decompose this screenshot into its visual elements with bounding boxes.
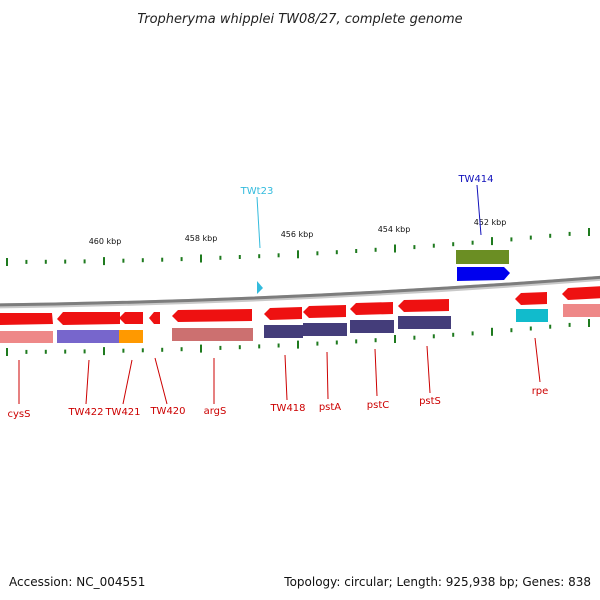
cds-TW421[interactable] bbox=[119, 330, 143, 343]
cds-pstA[interactable] bbox=[303, 323, 347, 336]
gene-pstC[interactable] bbox=[350, 302, 393, 315]
genome-summary-text: Topology: circular; Length: 925,938 bp; … bbox=[283, 575, 591, 589]
cds-pstC[interactable] bbox=[350, 320, 394, 333]
label-pstA[interactable]: pstA bbox=[319, 402, 341, 413]
gene-TW418[interactable] bbox=[264, 307, 302, 320]
cds-TW422[interactable] bbox=[57, 330, 119, 343]
gene-argS[interactable] bbox=[172, 309, 252, 322]
map-title: Tropheryma whipplei TW08/27, complete ge… bbox=[137, 12, 462, 27]
trna-TWt23[interactable] bbox=[257, 281, 263, 294]
scale-label-454: 454 kbp bbox=[378, 225, 411, 234]
label-rpe[interactable]: rpe bbox=[532, 386, 549, 397]
cds-partial[interactable] bbox=[563, 304, 600, 317]
tick-marks bbox=[6, 228, 590, 356]
scale-label-456: 456 kbp bbox=[281, 230, 314, 239]
scale-labels: 460 kbp 458 kbp 456 kbp 454 kbp 452 kbp bbox=[89, 218, 507, 246]
genome-backbone bbox=[0, 275, 600, 309]
cds-cysS[interactable] bbox=[0, 331, 53, 343]
label-leaders bbox=[18, 184, 541, 405]
scale-label-460: 460 kbp bbox=[89, 237, 122, 246]
forward-features bbox=[257, 250, 510, 294]
label-TW418[interactable]: TW418 bbox=[269, 403, 305, 414]
accession-text: Accession: NC_004551 bbox=[9, 575, 145, 589]
gene-partial[interactable] bbox=[562, 286, 600, 300]
label-TW422[interactable]: TW422 bbox=[67, 407, 103, 418]
label-argS[interactable]: argS bbox=[204, 406, 227, 417]
label-pstS[interactable]: pstS bbox=[419, 396, 441, 407]
scale-label-458: 458 kbp bbox=[185, 234, 218, 243]
label-cysS[interactable]: cysS bbox=[8, 409, 31, 420]
label-TWt23[interactable]: TWt23 bbox=[240, 186, 274, 197]
gene-TW414[interactable] bbox=[456, 250, 509, 264]
cds-TW414[interactable] bbox=[457, 267, 510, 281]
gene-cysS[interactable] bbox=[0, 313, 53, 325]
gene-TW421[interactable] bbox=[119, 312, 143, 324]
label-TW420[interactable]: TW420 bbox=[149, 406, 185, 417]
gene-pstA[interactable] bbox=[303, 305, 346, 318]
gene-TW422[interactable] bbox=[57, 312, 120, 325]
cds-TW418[interactable] bbox=[264, 325, 303, 338]
cds-rpe[interactable] bbox=[516, 309, 548, 322]
gene-rpe[interactable] bbox=[515, 292, 547, 305]
gene-TW420[interactable] bbox=[149, 312, 160, 324]
label-TW421[interactable]: TW421 bbox=[104, 407, 140, 418]
label-TW414[interactable]: TW414 bbox=[457, 174, 493, 185]
cds-pstS[interactable] bbox=[398, 316, 451, 329]
cds-argS[interactable] bbox=[172, 328, 253, 341]
gene-labels: cysS TW422 TW421 TW420 argS TW418 pstA p… bbox=[8, 174, 549, 420]
scale-label-452: 452 kbp bbox=[474, 218, 507, 227]
gene-pstS[interactable] bbox=[398, 299, 449, 312]
reverse-genes bbox=[0, 286, 600, 325]
label-pstC[interactable]: pstC bbox=[367, 400, 389, 411]
reverse-cds bbox=[0, 304, 600, 343]
